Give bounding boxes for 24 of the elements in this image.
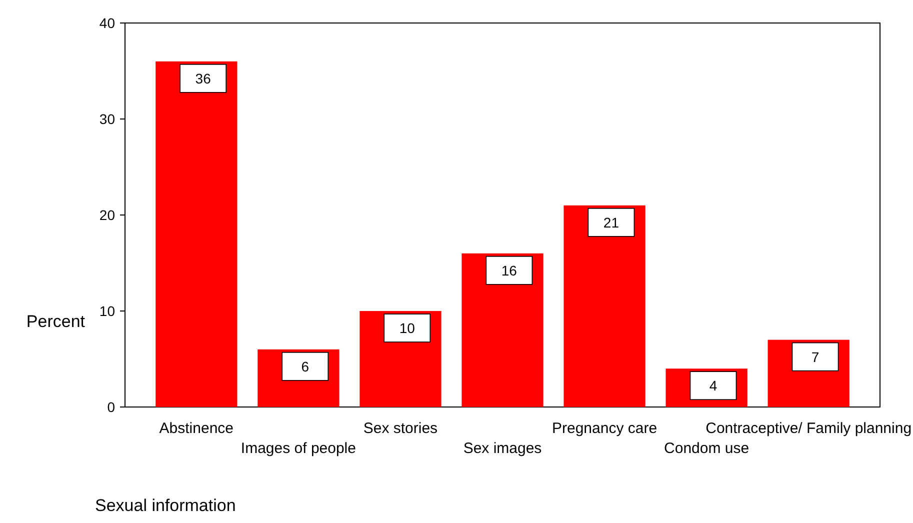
data-label: 16 (501, 262, 518, 278)
data-label: 4 (709, 378, 718, 394)
data-label: 36 (195, 70, 212, 86)
x-tick-label: Sex stories (363, 420, 438, 437)
y-tick-label: 40 (99, 15, 116, 31)
x-tick-label: Contraceptive/ Family planning (706, 420, 912, 437)
y-tick-label: 20 (99, 207, 116, 223)
data-label: 10 (399, 320, 416, 336)
data-label: 21 (603, 214, 620, 230)
y-axis-title: Percent (26, 312, 86, 331)
x-tick-label: Sex images (463, 440, 542, 457)
x-axis-title: Sexual information (95, 496, 236, 515)
bar (156, 61, 238, 407)
y-tick-label: 10 (99, 303, 116, 319)
x-tick-label: Abstinence (159, 420, 234, 437)
data-label: 7 (811, 348, 820, 365)
x-tick-label: Pregnancy care (552, 420, 658, 437)
bar (564, 205, 646, 407)
x-tick-label: Images of people (240, 440, 356, 457)
data-label: 6 (301, 358, 310, 374)
x-tick-label: Condom use (664, 440, 750, 457)
bar (462, 253, 544, 407)
y-tick-label: 30 (99, 111, 116, 127)
y-tick-label: 0 (107, 399, 116, 415)
